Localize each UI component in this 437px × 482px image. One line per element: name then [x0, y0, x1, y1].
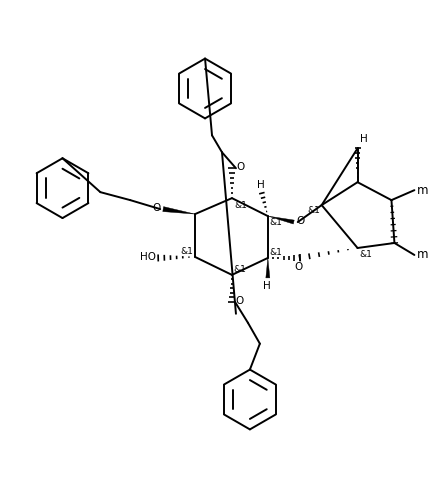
Text: O: O [297, 216, 305, 226]
Text: O: O [295, 262, 303, 272]
Text: &1: &1 [308, 206, 321, 215]
Polygon shape [268, 216, 294, 224]
Text: &1: &1 [234, 201, 247, 210]
Text: &1: &1 [233, 265, 246, 274]
Text: m: m [417, 184, 429, 197]
Text: O: O [152, 203, 160, 213]
Text: O: O [236, 162, 244, 172]
Text: H: H [257, 180, 265, 190]
Text: m: m [417, 248, 429, 261]
Polygon shape [163, 207, 195, 214]
Text: O: O [235, 296, 243, 306]
Text: &1: &1 [180, 247, 193, 256]
Text: &1: &1 [270, 218, 283, 227]
Text: &1: &1 [270, 248, 283, 257]
Text: H: H [360, 134, 368, 144]
Text: &1: &1 [360, 250, 372, 259]
Text: HO: HO [140, 252, 156, 262]
Text: H: H [263, 281, 271, 291]
Polygon shape [266, 258, 270, 278]
